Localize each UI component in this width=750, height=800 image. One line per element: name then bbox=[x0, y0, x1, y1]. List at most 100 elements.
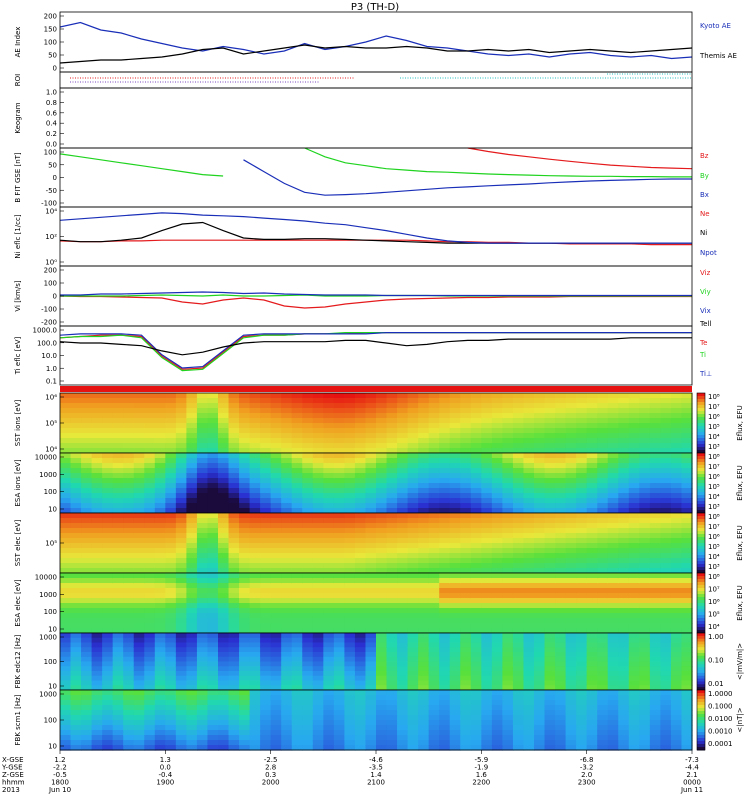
sst_ions-cell bbox=[534, 408, 546, 414]
sst_ions-cell bbox=[670, 423, 683, 429]
fbk_e-cell bbox=[239, 671, 251, 677]
esa_elec-cell bbox=[628, 588, 640, 594]
sst_ions-cell bbox=[281, 428, 293, 434]
esa_ions-cell bbox=[597, 508, 609, 514]
fbk_e-cell bbox=[407, 680, 419, 686]
sst_ions-cell bbox=[607, 443, 619, 449]
esa_elec-cell bbox=[586, 593, 598, 599]
fbk_b-cell bbox=[302, 690, 314, 696]
fbk_e-cell bbox=[302, 661, 314, 667]
sst_ions-cell bbox=[544, 403, 556, 409]
sst_elec-cell bbox=[70, 518, 82, 524]
sst_ions-cell bbox=[512, 448, 525, 454]
sst_ions-cell bbox=[365, 418, 377, 424]
esa_elec-cell bbox=[649, 578, 661, 584]
fbk_b-cell bbox=[576, 690, 588, 696]
sst_elec-cell bbox=[354, 568, 367, 574]
fbk_b-cell bbox=[449, 720, 461, 726]
esa_ions-cell bbox=[386, 483, 398, 489]
esa_ions-cell bbox=[628, 478, 640, 484]
fbk_e-colorbar-segment bbox=[697, 633, 705, 637]
sst_ions-cell bbox=[512, 428, 525, 434]
sst_ions-cell bbox=[597, 403, 609, 409]
fbk_b-cell bbox=[249, 740, 261, 746]
sst_ions-cell bbox=[291, 398, 303, 404]
esa_elec-cell bbox=[491, 593, 503, 599]
esa_elec-cell bbox=[586, 618, 598, 624]
sst_elec-cell bbox=[196, 558, 209, 564]
sst_elec-cell bbox=[91, 563, 103, 569]
sst_ions-cell bbox=[228, 418, 240, 424]
esa_ions-cell bbox=[302, 478, 314, 484]
fbk_e-cell bbox=[323, 680, 335, 686]
fbk_b-cell bbox=[439, 695, 451, 701]
esa_ions-cell bbox=[81, 503, 93, 509]
fbk_e-cell bbox=[439, 675, 451, 682]
esa_elec-cell bbox=[576, 613, 588, 619]
sst_elec-cell bbox=[70, 523, 82, 529]
fbk_b-cell bbox=[365, 735, 377, 741]
sst_ions-colorbar-segment bbox=[697, 447, 705, 451]
fbk_e-cell bbox=[70, 647, 82, 653]
fbk_b-cell bbox=[281, 690, 293, 696]
esa_ions-cell bbox=[544, 493, 556, 499]
sst_elec-cell bbox=[397, 543, 409, 549]
fbk_b-cell bbox=[597, 700, 609, 706]
esa_ions-cell bbox=[544, 508, 556, 514]
plot-title: P3 (TH-D) bbox=[351, 2, 399, 13]
sst_elec-cell bbox=[249, 558, 261, 564]
fbk_b-cell bbox=[597, 720, 609, 726]
sst_elec-cell bbox=[470, 518, 482, 524]
fbk_e-cell bbox=[618, 685, 630, 691]
esa_ions-cell bbox=[112, 503, 124, 509]
keogram-ytick-label: 0.0 bbox=[46, 141, 57, 149]
fbk_e-colorbar-segment bbox=[697, 672, 705, 677]
sst_ions-cell bbox=[597, 443, 609, 449]
sst_ions-cell bbox=[628, 398, 640, 404]
esa_ions-cell bbox=[175, 473, 187, 479]
esa_ions-colorbar-segment bbox=[697, 465, 705, 469]
time-axis-value: -5.9 bbox=[474, 756, 488, 764]
esa_ions-cell bbox=[397, 483, 409, 489]
esa_ions-cell bbox=[439, 508, 451, 514]
fbk_b-colorbar-segment bbox=[697, 738, 705, 742]
fbk_b-cell bbox=[670, 710, 683, 716]
fbk_e-cell bbox=[555, 647, 567, 653]
esa_elec-cell bbox=[491, 613, 503, 619]
esa_ions-cell bbox=[260, 468, 272, 474]
esa_ions-cell bbox=[365, 508, 377, 514]
sst_elec-cell bbox=[218, 563, 230, 569]
fbk_e-cell bbox=[186, 666, 198, 672]
esa_ions-cell bbox=[165, 498, 177, 504]
sst_elec-cell bbox=[586, 568, 598, 574]
sst_elec-cell bbox=[354, 563, 367, 569]
sst_elec-cell bbox=[70, 568, 82, 574]
esa_ions-colorbar-tick: 10⁷ bbox=[708, 463, 720, 471]
fbk_b-cell bbox=[218, 705, 230, 711]
keogram-frame bbox=[59, 87, 693, 149]
fbk_b-cell bbox=[91, 715, 103, 721]
sst_ions-cell bbox=[555, 398, 567, 404]
esa_elec-cell bbox=[239, 603, 251, 609]
sst_elec-cell bbox=[365, 553, 377, 559]
fbk_b-cell bbox=[607, 740, 619, 746]
fbk_b-cell bbox=[418, 740, 430, 746]
sst_ions-cell bbox=[196, 428, 209, 434]
sst_ions-cell bbox=[449, 403, 461, 409]
esa_ions-cell bbox=[323, 498, 335, 504]
fbk_e-cell bbox=[291, 633, 303, 639]
fbk_b-cell bbox=[281, 745, 293, 751]
fbk_e-cell bbox=[565, 666, 577, 672]
esa_elec-ytick-label: 10 bbox=[48, 626, 57, 634]
esa_elec-cell bbox=[544, 628, 556, 634]
sst_ions-cell bbox=[407, 393, 419, 399]
fbk_b-cell bbox=[523, 720, 535, 726]
sst_ions-cell bbox=[470, 418, 482, 424]
sst_ions-cell bbox=[144, 448, 156, 454]
sst_elec-colorbar-segment bbox=[697, 537, 705, 541]
fbk_e-cell bbox=[628, 656, 640, 663]
fbk_b-cell bbox=[670, 715, 683, 721]
esa_ions-cell bbox=[81, 483, 93, 489]
esa_ions-cell bbox=[323, 488, 335, 494]
fbk_e-cell bbox=[81, 666, 93, 672]
